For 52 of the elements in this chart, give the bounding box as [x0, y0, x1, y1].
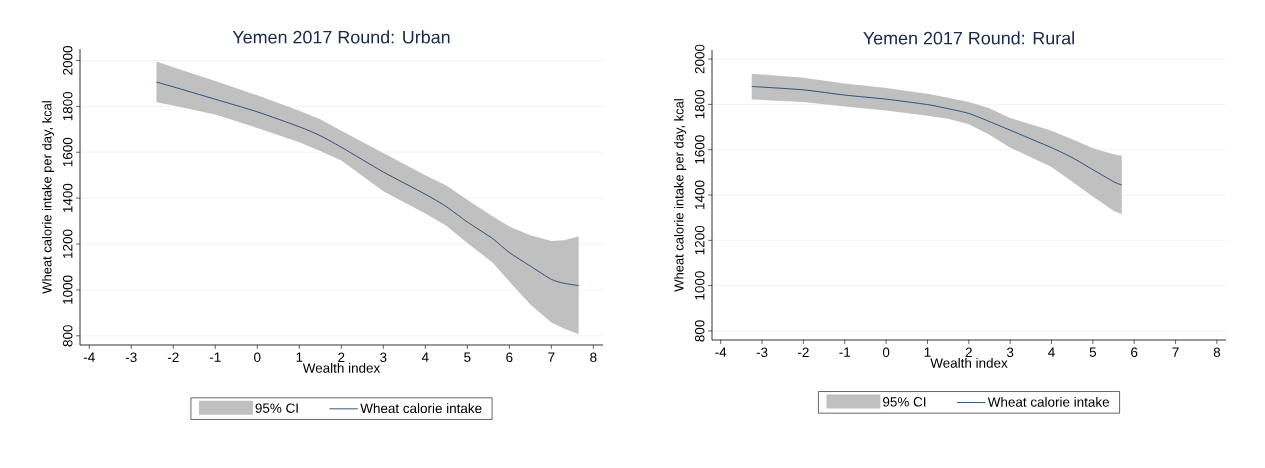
y-tick-label: 2000	[694, 44, 705, 74]
y-tick-label: 1200	[62, 229, 73, 258]
x-tick-label: 1	[296, 352, 303, 362]
x-tick-label: -4	[715, 347, 727, 357]
y-tick-label: 1800	[62, 91, 73, 121]
text: 95% CI	[883, 397, 926, 407]
x-axis-title: Wealth index	[930, 357, 1008, 368]
x-tick-label: -2	[167, 352, 179, 362]
x-tick-label: 1	[924, 347, 931, 357]
y-tick-label: 800	[694, 320, 705, 342]
x-tick-label: 0	[254, 352, 261, 363]
x-tick-label: 8	[1213, 347, 1221, 358]
line-series	[751, 86, 1123, 186]
chart-title: Yemen 2017 Round: Rural	[863, 31, 1074, 45]
x-tick-label: 4	[421, 352, 429, 362]
y-axis-title: Wheat calorie intake per day, kcal	[42, 101, 55, 294]
x-tick-label: 3	[1006, 347, 1014, 358]
x-tick-label: -3	[125, 352, 137, 363]
y-tick-label: 1400	[62, 183, 73, 213]
x-tick-label: 6	[506, 352, 513, 363]
y-tick-label: 1200	[694, 225, 705, 255]
x-axis-title: Wealth index	[302, 362, 381, 373]
x-tick-label: 0	[882, 347, 890, 358]
text: 95% CI	[255, 403, 298, 413]
x-tick-label: 6	[1131, 347, 1138, 358]
x-tick-label: 5	[1089, 347, 1097, 357]
x-tick-label: 8	[590, 352, 597, 363]
x-tick-label: -2	[798, 347, 809, 357]
x-tick-label: 3	[380, 352, 387, 363]
y-axis-title: Wheat calorie intake per day, kcal	[674, 99, 687, 292]
x-tick-label: 4	[1048, 347, 1055, 357]
x-tick-label: 2	[965, 347, 972, 357]
chart-title: Yemen 2017 Round: Urban	[232, 30, 450, 44]
x-tick-label: 7	[548, 352, 555, 362]
x-tick-label: -3	[756, 347, 768, 358]
legend-label: Wheat calorie intake	[360, 403, 482, 414]
y-tick-label: 1000	[694, 271, 705, 300]
y-tick-label: 800	[62, 325, 73, 347]
y-tick-label: 1000	[62, 275, 73, 304]
x-tick-label: 5	[464, 352, 471, 362]
y-tick-label: 1600	[62, 137, 73, 167]
legend-label: Wheat calorie intake	[987, 396, 1109, 407]
x-tick-label: -4	[83, 352, 95, 362]
x-tick-label: 7	[1172, 347, 1179, 357]
x-tick-label: -1	[839, 347, 851, 357]
line-series	[156, 81, 580, 287]
y-tick-label: 1400	[694, 180, 705, 209]
x-tick-label: 2	[338, 352, 345, 362]
y-tick-label: 1800	[694, 89, 705, 119]
y-tick-label: 1600	[694, 135, 705, 164]
y-tick-label: 2000	[62, 46, 73, 75]
x-tick-label: -1	[209, 352, 221, 362]
